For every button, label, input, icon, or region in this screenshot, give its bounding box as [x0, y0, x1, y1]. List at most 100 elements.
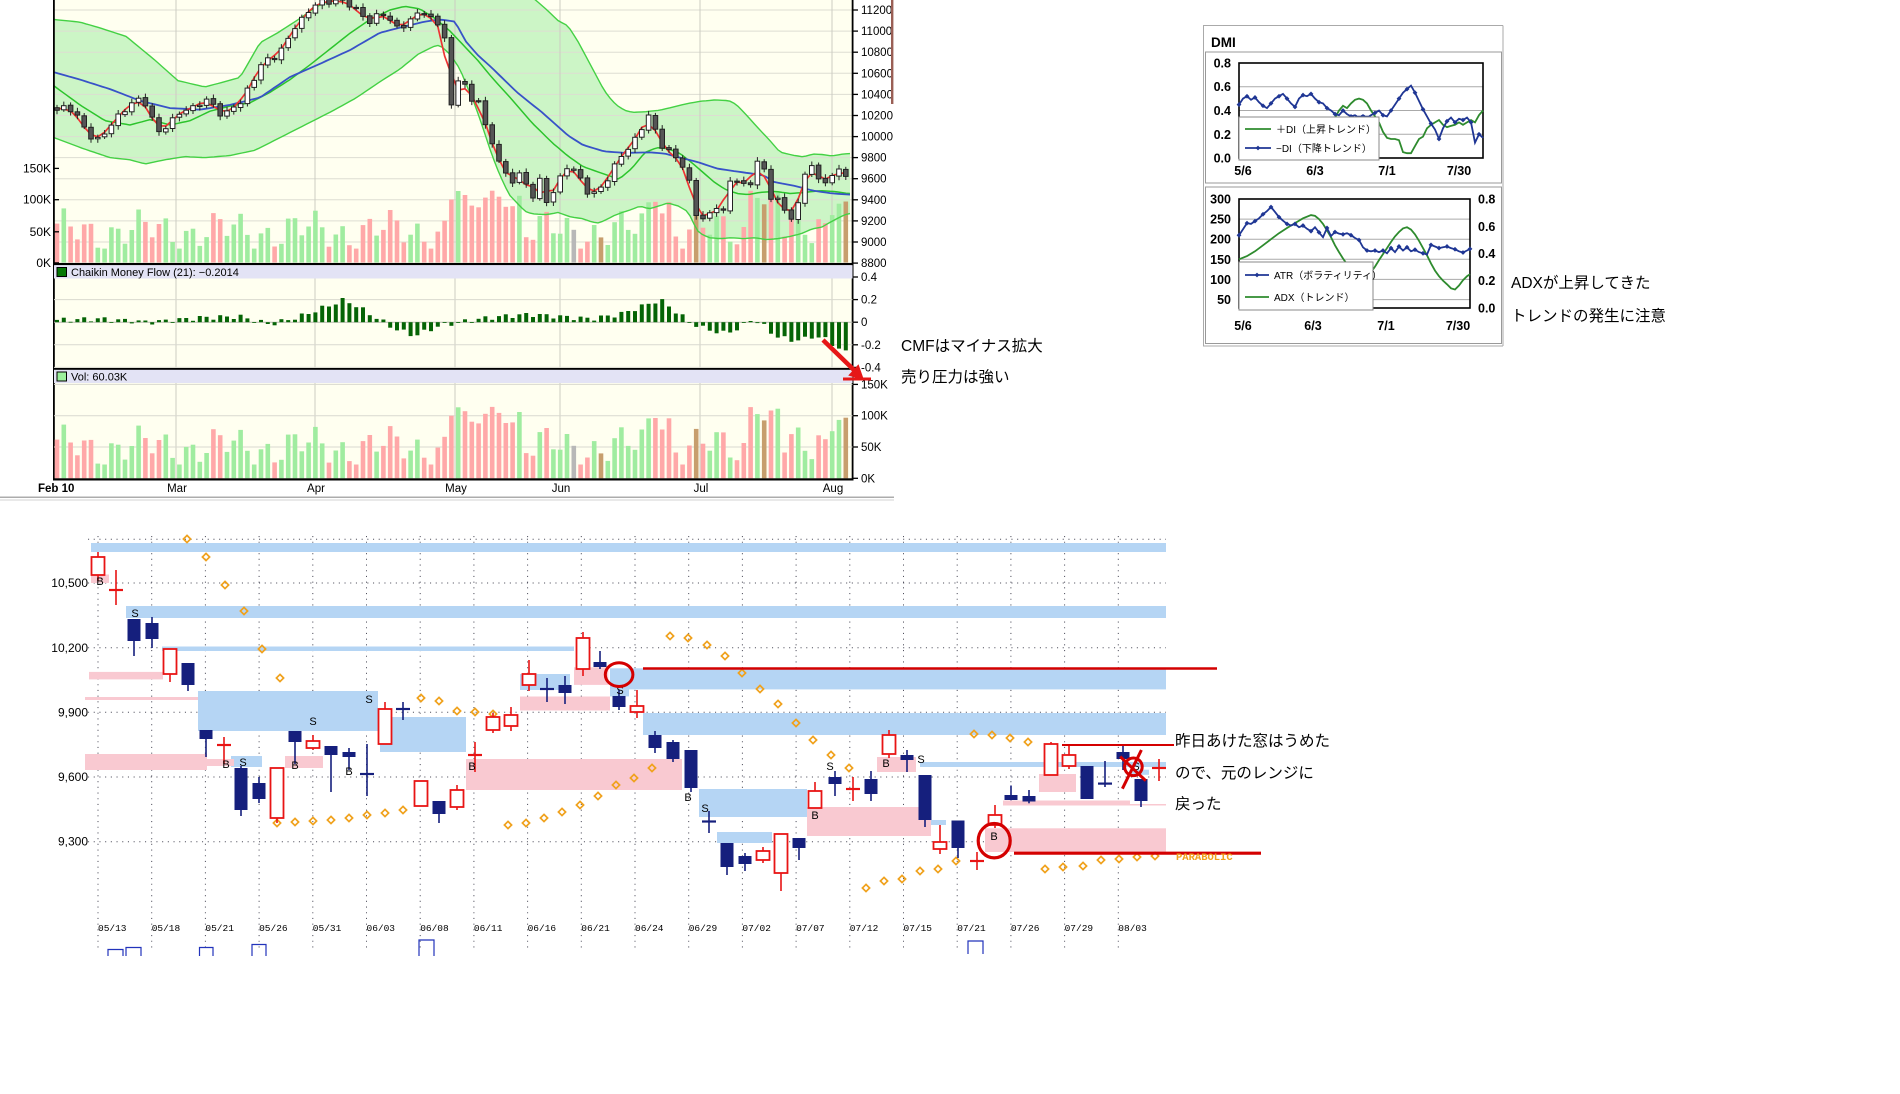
svg-text:06/21: 06/21 [581, 923, 610, 934]
svg-text:B: B [468, 761, 475, 773]
svg-text:10000: 10000 [861, 132, 893, 144]
svg-text:06/03: 06/03 [367, 923, 396, 934]
svg-text:10600: 10600 [861, 68, 893, 80]
svg-text:50K: 50K [861, 442, 882, 454]
svg-text:06/24: 06/24 [635, 923, 664, 934]
svg-text:200: 200 [1210, 233, 1231, 247]
svg-text:06/11: 06/11 [474, 923, 503, 934]
svg-text:08/03: 08/03 [1118, 923, 1147, 934]
svg-text:S: S [1132, 761, 1139, 773]
svg-text:0.0: 0.0 [1214, 152, 1231, 166]
svg-text:Jul: Jul [694, 483, 709, 495]
svg-text:売り圧力は強い: 売り圧力は強い [901, 368, 1010, 386]
svg-text:9,900: 9,900 [58, 705, 88, 719]
svg-text:0.4: 0.4 [861, 272, 878, 284]
svg-text:ので、元のレンジに: ので、元のレンジに [1175, 765, 1314, 782]
svg-text:07/21: 07/21 [957, 923, 986, 934]
svg-text:0.2: 0.2 [1478, 274, 1495, 288]
svg-text:07/02: 07/02 [742, 923, 771, 934]
svg-text:05/21: 05/21 [205, 923, 234, 934]
svg-text:May: May [445, 483, 467, 495]
svg-text:10,500: 10,500 [51, 576, 88, 590]
svg-text:S: S [239, 757, 246, 769]
svg-text:昨日あけた窓はうめた: 昨日あけた窓はうめた [1175, 732, 1330, 750]
svg-text:9200: 9200 [861, 216, 887, 228]
svg-text:07/26: 07/26 [1011, 923, 1040, 934]
svg-text:50: 50 [1217, 293, 1231, 307]
svg-text:B: B [684, 792, 691, 804]
svg-text:Jun: Jun [552, 483, 571, 495]
svg-text:0.0: 0.0 [1478, 302, 1495, 316]
svg-text:150K: 150K [861, 379, 888, 391]
svg-text:0.4: 0.4 [1478, 247, 1495, 261]
svg-text:B: B [345, 766, 352, 778]
svg-text:S: S [309, 716, 316, 728]
svg-text:05/18: 05/18 [152, 923, 181, 934]
svg-text:150: 150 [1210, 253, 1231, 267]
svg-text:−DI（下降トレンド）: −DI（下降トレンド） [1276, 142, 1372, 155]
svg-text:B: B [882, 758, 889, 770]
svg-text:-0.4: -0.4 [861, 362, 881, 374]
svg-text:0K: 0K [861, 473, 875, 485]
svg-text:8800: 8800 [861, 258, 887, 270]
svg-text:50K: 50K [30, 225, 51, 239]
svg-text:B: B [96, 576, 103, 588]
svg-text:7/30: 7/30 [1446, 319, 1470, 333]
svg-text:Apr: Apr [307, 483, 325, 495]
svg-text:06/08: 06/08 [420, 923, 449, 934]
svg-text:S: S [826, 761, 833, 773]
svg-text:250: 250 [1210, 213, 1231, 227]
svg-text:5/6: 5/6 [1234, 319, 1251, 333]
svg-text:B: B [222, 759, 229, 771]
svg-text:0.6: 0.6 [1214, 80, 1231, 94]
svg-text:Feb 10: Feb 10 [38, 483, 74, 495]
svg-text:Aug: Aug [823, 483, 843, 495]
svg-text:150K: 150K [23, 161, 51, 175]
svg-text:B: B [291, 760, 298, 772]
svg-text:07/12: 07/12 [850, 923, 879, 934]
svg-text:0.6: 0.6 [1478, 220, 1495, 234]
svg-text:0.4: 0.4 [1214, 104, 1231, 118]
svg-text:Mar: Mar [167, 483, 187, 495]
svg-text:10800: 10800 [861, 47, 893, 59]
svg-text:07/15: 07/15 [904, 923, 933, 934]
svg-text:6/3: 6/3 [1304, 319, 1321, 333]
svg-text:10200: 10200 [861, 111, 893, 123]
svg-text:B: B [990, 831, 997, 843]
svg-text:100K: 100K [23, 193, 51, 207]
svg-text:11000: 11000 [861, 26, 892, 38]
svg-text:9000: 9000 [861, 237, 887, 249]
svg-text:7/1: 7/1 [1377, 319, 1394, 333]
svg-text:Chaikin Money Flow (21): −0.20: Chaikin Money Flow (21): −0.2014 [71, 267, 239, 279]
svg-text:Vol: 60.03K: Vol: 60.03K [71, 371, 128, 383]
svg-text:S: S [917, 754, 924, 766]
svg-text:0: 0 [861, 317, 867, 329]
svg-text:PARABOLIC: PARABOLIC [1176, 852, 1233, 864]
svg-text:ATR（ボラティリティ）: ATR（ボラティリティ） [1274, 270, 1382, 282]
svg-text:S: S [616, 685, 623, 697]
svg-text:6/3: 6/3 [1306, 164, 1323, 178]
svg-text:0K: 0K [36, 256, 51, 270]
svg-text:B: B [811, 810, 818, 822]
svg-text:10400: 10400 [861, 89, 893, 101]
svg-text:0.2: 0.2 [861, 295, 877, 307]
svg-text:S: S [365, 694, 372, 706]
svg-text:トレンドの発生に注意: トレンドの発生に注意 [1511, 306, 1666, 325]
svg-text:9400: 9400 [861, 195, 887, 207]
svg-text:CMFはマイナス拡大: CMFはマイナス拡大 [901, 337, 1043, 355]
svg-text:11200: 11200 [861, 5, 892, 17]
svg-text:0.2: 0.2 [1214, 128, 1231, 142]
svg-text:07/29: 07/29 [1065, 923, 1094, 934]
svg-text:9,300: 9,300 [58, 835, 88, 849]
svg-text:＋DI（上昇トレンド）: ＋DI（上昇トレンド） [1276, 124, 1376, 136]
svg-text:05/13: 05/13 [98, 923, 127, 934]
svg-text:100K: 100K [861, 411, 888, 423]
svg-text:7/1: 7/1 [1378, 164, 1395, 178]
svg-text:ADX（トレンド）: ADX（トレンド） [1274, 292, 1355, 304]
svg-text:-0.2: -0.2 [861, 340, 881, 352]
svg-text:S: S [131, 608, 138, 620]
svg-text:9800: 9800 [861, 153, 887, 165]
svg-text:06/29: 06/29 [689, 923, 718, 934]
svg-text:300: 300 [1210, 193, 1231, 207]
svg-text:07/07: 07/07 [796, 923, 825, 934]
